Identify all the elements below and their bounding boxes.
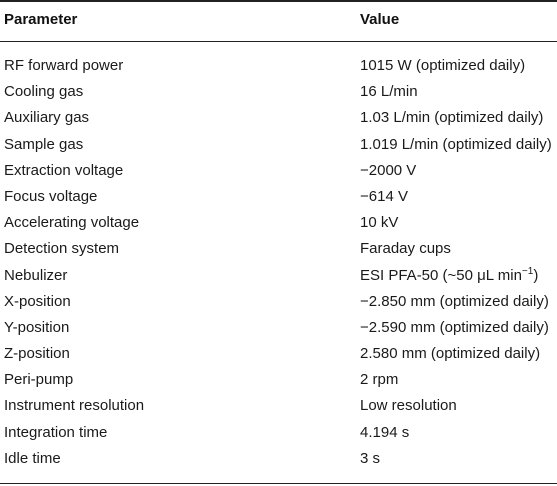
value-cell: Low resolution xyxy=(360,397,457,415)
parameter-cell: Detection system xyxy=(4,240,120,258)
table-row: Z-position 2.580 mm (optimized daily) xyxy=(0,342,557,368)
value-cell: ESI PFA-50 (~50 μL min−1) xyxy=(360,265,539,284)
value-cell: −614 V xyxy=(360,187,408,205)
value-cell: 2.580 mm (optimized daily) xyxy=(360,345,541,363)
value-superscript: −1 xyxy=(521,265,534,277)
table-row: X-position −2.850 mm (optimized daily) xyxy=(0,290,557,316)
table-row: Y-position −2.590 mm (optimized daily) xyxy=(0,316,557,342)
table-row: Cooling gas 16 L/min xyxy=(0,80,557,106)
value-cell: 1.019 L/min (optimized daily) xyxy=(360,135,552,153)
table-row: Integration time 4.194 s xyxy=(0,421,557,447)
parameter-cell: RF forward power xyxy=(4,57,124,74)
table-row: Detection system Faraday cups xyxy=(0,237,557,263)
table-row: Peri-pump 2 rpm xyxy=(0,368,557,394)
parameter-cell: Peri-pump xyxy=(4,371,74,389)
value-cell: 2 rpm xyxy=(360,371,399,389)
table-body: RF forward power 1015 W (optimized daily… xyxy=(0,54,557,473)
parameter-cell: X-position xyxy=(4,292,71,310)
value-cell: −2.590 mm (optimized daily) xyxy=(360,318,549,336)
table-bottom-rule xyxy=(0,483,557,484)
table-row: Focus voltage −614 V xyxy=(0,185,557,211)
header-value: Value xyxy=(360,11,400,28)
value-cell: Faraday cups xyxy=(360,240,451,258)
value-text-after: ) xyxy=(533,266,539,284)
value-cell: 1.03 L/min (optimized daily) xyxy=(360,109,544,127)
table-row: Nebulizer ESI PFA-50 (~50 μL min−1) xyxy=(0,264,557,290)
table-row: Accelerating voltage 10 kV xyxy=(0,211,557,237)
parameter-cell: Focus voltage xyxy=(4,187,98,205)
parameter-cell: Y-position xyxy=(4,318,70,336)
parameter-cell: Nebulizer xyxy=(4,266,68,284)
value-cell: 3 s xyxy=(360,449,381,467)
value-cell: −2000 V xyxy=(360,161,417,179)
table-row: Auxiliary gas 1.03 L/min (optimized dail… xyxy=(0,106,557,132)
parameter-cell: Integration time xyxy=(4,423,108,441)
table-row: RF forward power 1015 W (optimized daily… xyxy=(0,54,557,80)
parameter-cell: Auxiliary gas xyxy=(4,109,90,127)
parameter-cell: Instrument resolution xyxy=(4,397,145,415)
header-parameter: Parameter xyxy=(4,11,78,28)
table-row: Extraction voltage −2000 V xyxy=(0,159,557,185)
parameter-cell: Extraction voltage xyxy=(4,161,124,179)
table-row: Instrument resolution Low resolution xyxy=(0,394,557,420)
value-cell: 4.194 s xyxy=(360,423,410,441)
parameter-cell: Z-position xyxy=(4,345,70,363)
parameter-cell: Idle time xyxy=(4,449,61,467)
value-text: ESI PFA-50 (~50 μL min xyxy=(360,266,522,284)
parameter-cell: Accelerating voltage xyxy=(4,214,140,232)
parameter-cell: Cooling gas xyxy=(4,83,84,101)
parameter-cell: Sample gas xyxy=(4,135,84,153)
value-cell: 10 kV xyxy=(360,214,399,232)
table-row: Idle time 3 s xyxy=(0,447,557,473)
value-cell: 16 L/min xyxy=(360,83,418,101)
value-cell: −2.850 mm (optimized daily) xyxy=(360,292,549,310)
value-cell: 1015 W (optimized daily) xyxy=(360,57,526,74)
table-row: Sample gas 1.019 L/min (optimized daily) xyxy=(0,133,557,159)
table-header: Parameter Value xyxy=(0,0,557,42)
